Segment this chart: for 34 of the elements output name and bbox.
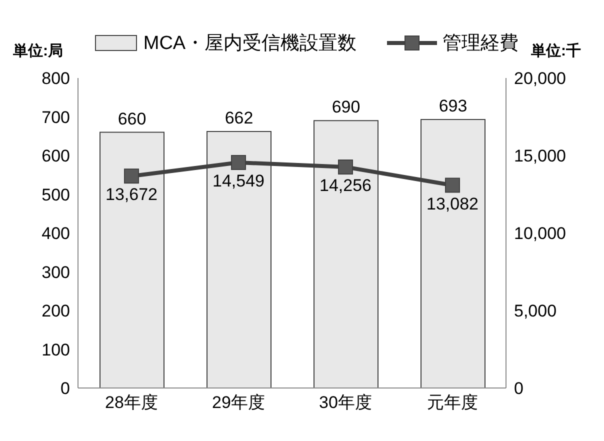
y2-tick-label: 15,000 bbox=[514, 146, 566, 166]
y2-tick-label: 10,000 bbox=[514, 224, 566, 244]
data-label: 13,082 bbox=[426, 194, 478, 214]
data-label: 13,672 bbox=[106, 185, 158, 204]
point bbox=[338, 160, 353, 175]
y-tick-label: 800 bbox=[42, 69, 70, 88]
y-tick-label: 300 bbox=[42, 262, 70, 282]
x-tick-label: 30年度 bbox=[319, 393, 372, 412]
point bbox=[124, 168, 139, 184]
y2-tick-label: 20,000 bbox=[514, 69, 566, 88]
data-label: 660 bbox=[118, 109, 146, 128]
y2-tick-label: 5,000 bbox=[514, 302, 557, 321]
y-tick-label: 500 bbox=[42, 185, 70, 204]
x-tick-label: 29年度 bbox=[212, 393, 265, 412]
y-tick-label: 600 bbox=[42, 146, 70, 166]
y-axis-title: 単位:局 bbox=[12, 42, 63, 60]
data-label: 693 bbox=[438, 96, 468, 116]
point bbox=[445, 178, 460, 193]
legend-label: MCA・屋内受信機設置数 bbox=[143, 32, 357, 56]
y-tick-label: 400 bbox=[42, 224, 70, 244]
data-label: 662 bbox=[224, 108, 254, 128]
x-tick-label: 元年度 bbox=[427, 393, 478, 412]
data-label: 14,549 bbox=[212, 172, 264, 191]
y-tick-label: 700 bbox=[42, 108, 70, 127]
y2-tick-label: 0 bbox=[514, 379, 524, 398]
y-tick-label: 200 bbox=[42, 302, 70, 321]
y-tick-label: 100 bbox=[42, 340, 70, 360]
y-tick-label: 0 bbox=[60, 379, 70, 398]
data-label: 14,256 bbox=[320, 176, 372, 196]
data-label: 690 bbox=[332, 98, 360, 117]
x-tick-label: 28年度 bbox=[105, 393, 158, 412]
y2-axis-title: 単位:千 bbox=[530, 42, 581, 60]
point bbox=[231, 154, 246, 170]
legend-label: 管理経費 bbox=[442, 32, 519, 56]
